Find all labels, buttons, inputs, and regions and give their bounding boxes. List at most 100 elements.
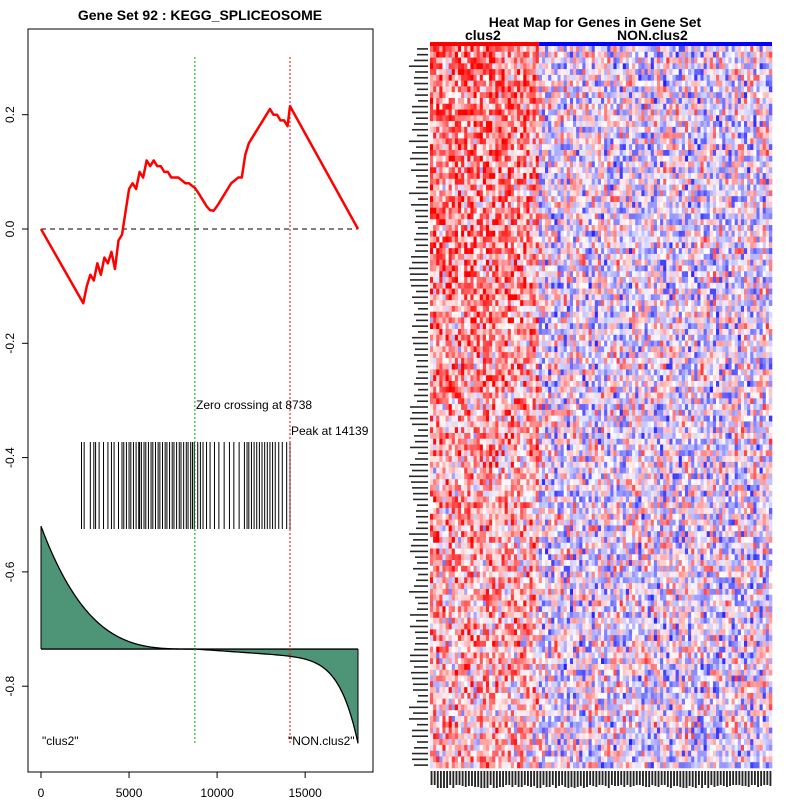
heatmap-cell (507, 86, 512, 93)
heatmap-cell (728, 207, 732, 214)
heatmap-cell (464, 294, 468, 301)
heatmap-cell (461, 115, 465, 122)
heatmap-cell (756, 196, 760, 203)
heatmap-cell (725, 190, 729, 197)
heatmap-cell (448, 242, 453, 249)
heatmap-cell (529, 97, 533, 105)
heatmap-cell (538, 201, 543, 209)
heatmap-cell (734, 63, 739, 70)
heatmap-cell (473, 242, 477, 249)
heatmap-cell (560, 282, 564, 289)
heatmap-cell (601, 282, 605, 289)
heatmap-cell (678, 115, 683, 122)
heatmap-cell (585, 225, 589, 232)
heatmap-cell (482, 69, 487, 76)
heatmap-cell (507, 282, 512, 289)
heatmap-cell (709, 190, 714, 197)
heatmap-cell (433, 121, 437, 128)
heatmap-cell (604, 294, 608, 301)
heatmap-cell (573, 242, 577, 249)
heatmap-cell (529, 173, 533, 180)
heatmap-cell (554, 144, 558, 151)
heatmap-cell (684, 167, 689, 174)
heatmap-cell (535, 184, 540, 191)
heatmap-cell (457, 248, 462, 255)
heatmap-cell (622, 80, 627, 87)
heatmap-cell (430, 225, 434, 232)
heatmap-cell (706, 230, 711, 237)
heatmap-cell (691, 277, 695, 284)
heatmap-cell (625, 97, 630, 105)
heatmap-cell (638, 46, 642, 53)
heatmap-cell (694, 230, 698, 237)
heatmap-cell (613, 277, 617, 284)
heatmap-cell (585, 126, 589, 133)
heatmap-cell (601, 63, 605, 70)
heatmap-cell (768, 86, 773, 93)
heatmap-cell (485, 271, 490, 278)
heatmap-cell (461, 144, 465, 151)
heatmap-cell (709, 92, 714, 99)
heatmap-cell (672, 86, 676, 93)
heatmap-cell (504, 115, 509, 122)
heatmap-cell (532, 121, 537, 128)
heatmap-cell (700, 86, 704, 93)
heatmap-cell (545, 115, 549, 122)
heatmap-cell (548, 236, 552, 243)
heatmap-cell (765, 178, 770, 185)
heatmap-cell (619, 109, 624, 116)
heatmap-cell (551, 167, 555, 174)
heatmap-cell (647, 149, 652, 157)
heatmap-cell (597, 173, 602, 180)
heatmap-cell (700, 161, 704, 168)
heatmap-cell (504, 248, 509, 255)
heatmap-cell (501, 282, 505, 289)
heatmap-cell (485, 225, 490, 232)
heatmap-cell (430, 265, 434, 272)
heatmap-cell (684, 253, 689, 261)
heatmap-cell (442, 161, 446, 168)
heatmap-cell (442, 242, 446, 249)
heatmap-cell (750, 201, 754, 209)
heatmap-cell (725, 294, 729, 301)
heatmap-cell (551, 236, 555, 243)
heatmap-cell (430, 282, 434, 289)
heatmap-cell (765, 80, 770, 87)
heatmap-cell (563, 51, 568, 58)
heatmap-cell (731, 277, 735, 284)
heatmap-cell (663, 236, 667, 243)
heatmap-cell (635, 144, 639, 151)
heatmap-cell (669, 282, 673, 289)
heatmap-cell (616, 63, 620, 70)
heatmap-cell (759, 294, 763, 301)
heatmap-cell (684, 86, 689, 93)
heatmap-cell (719, 161, 723, 168)
heatmap-cell (768, 138, 773, 145)
heatmap-cell (675, 201, 680, 209)
heatmap-cell (591, 259, 596, 266)
heatmap-cell (691, 86, 695, 93)
heatmap-cell (622, 167, 627, 174)
heatmap-cell (607, 126, 611, 133)
heatmap-cell (442, 294, 446, 301)
heatmap-cell (660, 230, 664, 237)
heatmap-cell (482, 282, 487, 289)
heatmap-cell (576, 219, 580, 226)
heatmap-cell (597, 126, 602, 133)
heatmap-cell (604, 103, 608, 110)
heatmap-cell (513, 282, 518, 289)
heatmap-cell (498, 265, 502, 272)
heatmap-cell (523, 115, 527, 122)
heatmap-cell (709, 219, 714, 226)
heatmap-cell (653, 282, 658, 289)
heatmap-cell (712, 190, 717, 197)
heatmap-cell (607, 288, 611, 295)
heatmap-cell (616, 115, 620, 122)
heatmap-cell (678, 201, 683, 209)
heatmap-cell (548, 69, 552, 76)
heatmap-cell (436, 132, 440, 139)
heatmap-cell (747, 138, 751, 145)
heatmap-cell (563, 173, 568, 180)
heatmap-cell (597, 149, 602, 157)
heatmap-cell (644, 236, 648, 243)
